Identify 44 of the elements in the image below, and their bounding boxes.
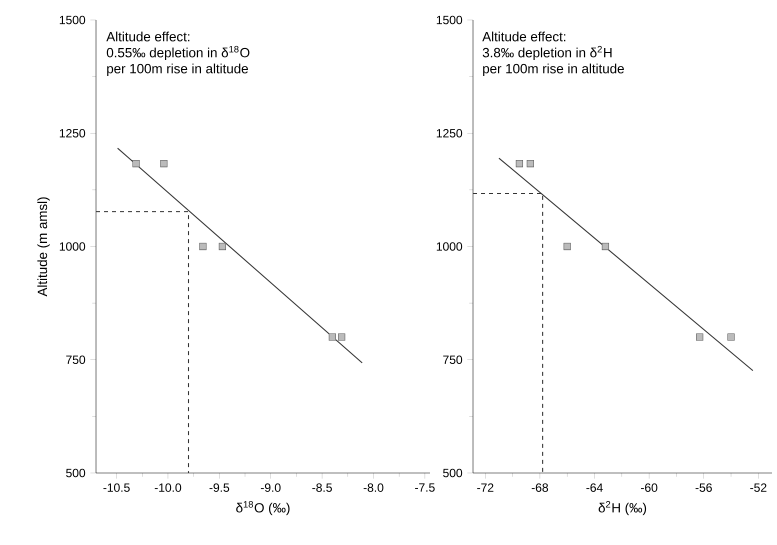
x-tick-label: -8.5 [312,483,332,492]
point [132,160,140,168]
point [328,333,336,341]
point [696,333,704,341]
point [218,242,226,250]
x-tick-label: -64 [586,483,603,492]
x-tick-label: -56 [696,483,712,492]
annotation: 0.55‰ depletion in δ$^{18}$O [106,46,250,60]
x-tick-label: -10.0 [154,483,182,492]
point [526,160,534,168]
y-tick-label: 1500 [436,16,462,24]
y-axis-title: Altitude (m amsl) [37,197,50,296]
y-tick-label: 1000 [436,242,462,251]
point [199,242,206,250]
annotation: per 100m rise in altitude [483,64,624,76]
x-tick-label: -9.5 [210,483,230,492]
y-tick-label: 1250 [436,128,462,138]
annotation: per 100m rise in altitude [107,64,248,76]
point [516,160,524,168]
y-tick-label: 1250 [60,128,86,138]
x-tick-label: -68 [532,483,548,492]
x-tick-label: -52 [750,483,766,492]
y-tick-label: 500 [443,468,462,478]
point [602,242,610,250]
x-tick-label: -60 [641,483,658,492]
x-axis-title: δ$^{18}$O (‰) [236,501,290,516]
y-tick-label: 500 [66,468,86,478]
x-tick-label: -9.0 [260,483,281,492]
x-axis-title: δ$^{2}$H (‰) [598,501,646,516]
point [564,242,571,250]
y-tick-label: 1500 [60,16,86,24]
x-tick-label: -8.0 [364,483,384,492]
annotation: Altitude effect: [106,32,190,42]
x-tick-label: -10.5 [103,483,130,492]
y-tick-label: 1000 [60,242,86,251]
x-tick-label: -7.5 [415,483,435,492]
y-tick-label: 750 [66,355,86,364]
annotation: 3.8‰ depletion in δ$^{2}$H [482,46,612,60]
y-tick-label: 750 [443,355,462,364]
annotation: Altitude effect: [482,32,566,42]
point [160,160,168,168]
x-tick-label: -72 [477,483,494,492]
point [338,333,346,341]
point [727,333,735,341]
